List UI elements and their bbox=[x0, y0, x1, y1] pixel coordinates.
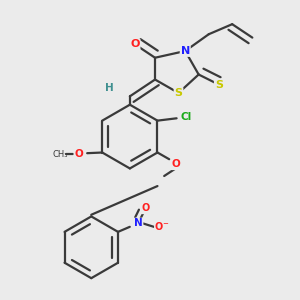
Text: O: O bbox=[172, 159, 180, 169]
Text: Cl: Cl bbox=[180, 112, 192, 122]
Text: N: N bbox=[134, 218, 142, 229]
Text: O: O bbox=[141, 203, 150, 213]
Text: O: O bbox=[130, 39, 140, 49]
Text: O: O bbox=[74, 149, 83, 159]
Text: S: S bbox=[175, 88, 182, 98]
Text: CH₃: CH₃ bbox=[52, 150, 68, 159]
Text: O: O bbox=[155, 222, 163, 232]
Text: H: H bbox=[105, 83, 114, 93]
Text: S: S bbox=[215, 80, 223, 90]
Text: N: N bbox=[181, 46, 190, 56]
Text: ⁻: ⁻ bbox=[163, 221, 169, 231]
